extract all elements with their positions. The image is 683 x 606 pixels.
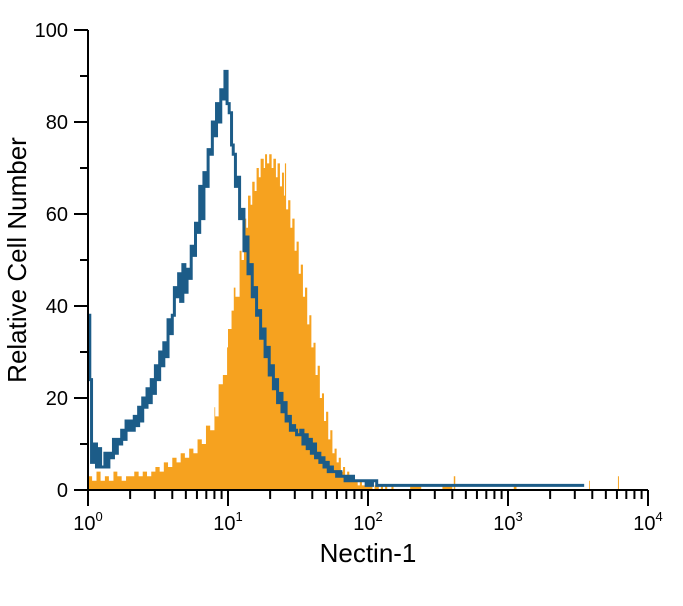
y-tick-label: 60: [46, 204, 68, 226]
x-tick-label: 101: [213, 509, 242, 535]
y-tick-label: 0: [57, 480, 68, 502]
y-tick-labels: 0 20 40 60 80 100: [35, 20, 68, 502]
axes: [74, 30, 648, 506]
x-tick-label: 102: [353, 509, 382, 535]
x-tick-label: 100: [73, 509, 102, 535]
y-tick-label: 40: [46, 296, 68, 318]
x-tick-label: 104: [633, 509, 662, 535]
x-tick-label: 103: [493, 509, 522, 535]
x-axis-title: Nectin-1: [320, 538, 417, 568]
y-tick-label: 80: [46, 112, 68, 134]
plot-area: [88, 71, 619, 490]
x-tick-labels: 100 101 102 103 104: [73, 509, 662, 535]
y-axis-title: Relative Cell Number: [2, 137, 32, 383]
flow-cytometry-histogram: 100 101 102 103 104 0 20 40 60 80 100 Nectin-1 Re…: [0, 0, 683, 606]
y-tick-label: 100: [35, 20, 68, 42]
y-tick-label: 20: [46, 388, 68, 410]
series-control: [88, 71, 584, 485]
